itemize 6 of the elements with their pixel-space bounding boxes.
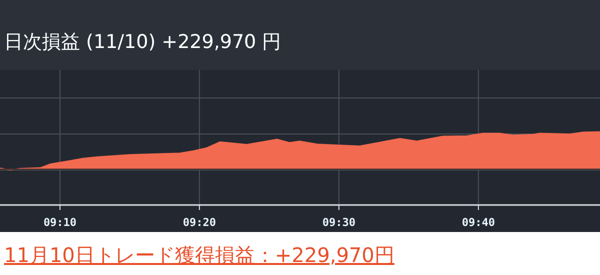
chart-title: 日次損益 (11/10) +229,970 円 xyxy=(4,31,282,53)
text: 11月10日トレード獲得損益：+229,970円 xyxy=(4,243,394,267)
x-tick-label: 09:20 xyxy=(182,216,216,229)
x-tick-label: 09:30 xyxy=(322,216,356,229)
x-tick-label: 09:40 xyxy=(462,216,495,229)
x-tick-label: 09:10 xyxy=(43,216,77,229)
